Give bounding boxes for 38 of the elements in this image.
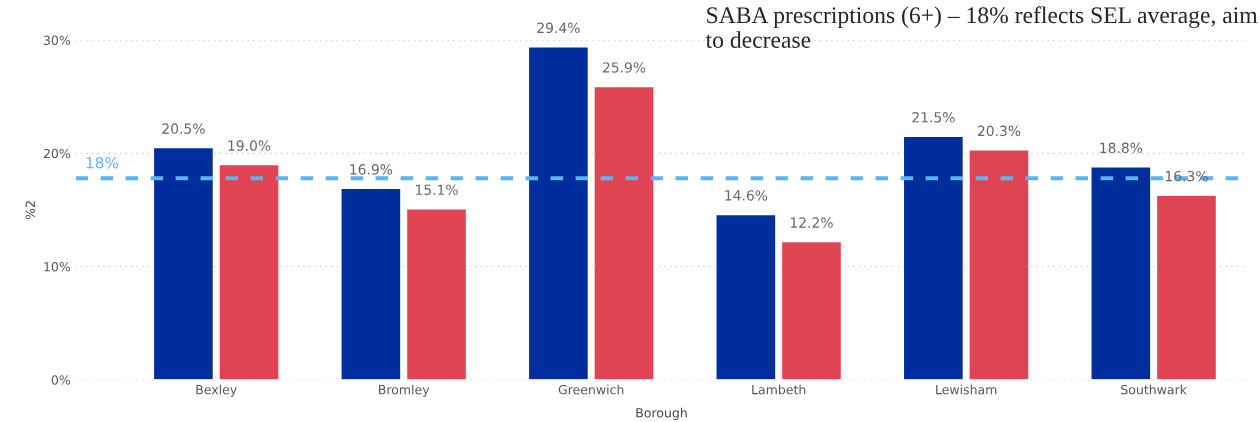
bar [340, 187, 402, 380]
data-label: 20.5% [162, 123, 205, 134]
bar [1155, 194, 1218, 380]
data-label: 25.9% [602, 62, 646, 73]
data-label: 21.5% [912, 112, 955, 123]
x-tick-label: Greenwich [558, 384, 624, 395]
data-label: 14.6% [725, 190, 768, 201]
x-tick-label: Lambeth [752, 384, 806, 395]
bar [780, 240, 843, 380]
data-label: 19.0% [228, 140, 271, 151]
x-tick-label: Bexley [196, 384, 237, 397]
x-tick-label: Southwark [1121, 384, 1187, 395]
annotation: SABA prescriptions (6+) – 18% reflects SEL average, aim to decrease [705, 6, 1258, 48]
y-tick-label: 30% [43, 35, 71, 46]
data-label: 16.9% [350, 164, 393, 175]
x-tick-label: Lewisham [936, 384, 997, 395]
y-axis-title: %2 [25, 201, 35, 220]
x-axis-title: Borough [636, 407, 687, 420]
bar [527, 46, 590, 380]
data-label: 15.1% [415, 184, 458, 196]
bar [218, 163, 280, 380]
data-label: 12.2% [790, 217, 833, 228]
bar [593, 85, 655, 380]
bar [902, 135, 965, 380]
bar [715, 213, 777, 380]
bar [405, 208, 468, 380]
bar [152, 146, 215, 380]
y-tick-label: 20% [43, 148, 71, 159]
x-tick-label: Bromley [379, 384, 430, 397]
y-tick-label: 0% [51, 375, 71, 385]
bar [968, 149, 1030, 380]
data-label: 29.4% [537, 22, 580, 34]
y-tick-label: 10% [44, 262, 71, 272]
data-label: 18.8% [1100, 142, 1143, 154]
ref-line-label: 18% [86, 156, 119, 169]
bar [1090, 166, 1152, 380]
data-label: 16.3% [1165, 170, 1208, 182]
data-label: 20.3% [977, 125, 1021, 137]
